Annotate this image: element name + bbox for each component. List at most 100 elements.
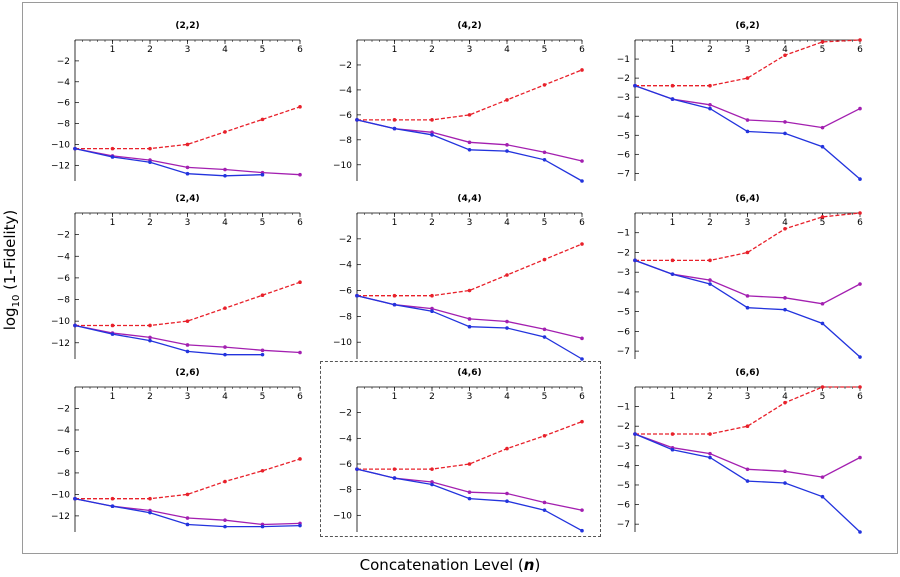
data-point-blue [260, 172, 265, 177]
x-tick-label: 2 [429, 392, 435, 402]
data-point-blue [820, 144, 825, 149]
data-point-blue [392, 126, 397, 131]
x-tick-label: 3 [185, 45, 191, 55]
series-line-blue [634, 433, 861, 533]
x-tick-label: 6 [297, 45, 303, 55]
data-point-blue [745, 479, 750, 483]
data-point-blue [670, 272, 675, 276]
data-point-blue [185, 522, 190, 527]
data-point-purple [580, 159, 584, 163]
data-point-red [260, 293, 265, 297]
x-tick-label: 1 [110, 392, 116, 402]
data-point-purple [858, 455, 862, 460]
data-point-purple [467, 317, 472, 321]
y-tick-label: −2 [57, 404, 70, 414]
y-tick-label: −6 [617, 150, 631, 160]
y-tick-label: −7 [617, 520, 630, 530]
x-tick-label: 4 [504, 392, 510, 402]
y-tick-label: −8 [339, 486, 353, 496]
panel-title: (2,2) [175, 21, 199, 31]
series-line-purple [356, 119, 583, 162]
panel-2-6: (2,6) 1 2 3 4 5 6 −2 −4 −6 −8 −10 −12 [51, 368, 303, 532]
data-point-blue [355, 118, 359, 122]
data-point-red [185, 319, 190, 323]
data-point-blue [392, 302, 397, 307]
data-point-blue [73, 323, 77, 328]
data-point-red [298, 105, 302, 109]
x-tick-label: 5 [542, 45, 548, 55]
data-point-purple [708, 451, 712, 456]
data-point-red [708, 258, 712, 263]
x-tick-label: 1 [392, 45, 398, 55]
data-point-blue [355, 293, 359, 298]
y-tick-label: −4 [57, 252, 71, 262]
y-tick-label: −4 [339, 261, 353, 271]
y-tick-label: −2 [617, 74, 630, 84]
series-line-blue [74, 147, 263, 177]
data-point-blue [110, 332, 115, 336]
data-point-purple [223, 167, 227, 172]
data-point-purple [260, 348, 265, 353]
y-tick-label: −4 [617, 112, 631, 122]
y-tick-label: −1 [617, 55, 630, 65]
x-tick-label: 1 [670, 45, 676, 55]
x-tick-label: 5 [820, 45, 826, 55]
y-tick-label: −2 [339, 61, 352, 71]
data-point-red [430, 118, 434, 122]
data-point-red [670, 83, 675, 88]
x-tick-label: 3 [467, 392, 473, 402]
data-point-red [185, 492, 190, 497]
x-tick-label: 6 [297, 392, 303, 402]
y-tick-label: −6 [57, 447, 71, 457]
data-point-blue [542, 508, 547, 512]
data-point-red [223, 306, 227, 310]
data-point-blue [467, 148, 472, 152]
panel-title: (4,2) [457, 21, 481, 31]
y-tick-label: −4 [339, 86, 353, 96]
data-point-blue [783, 131, 787, 136]
data-point-blue [633, 258, 637, 263]
data-point-red [223, 479, 227, 484]
y-tick-label: −8 [57, 469, 71, 479]
y-tick-label: −2 [57, 57, 70, 67]
data-point-blue [542, 157, 547, 162]
x-tick-label: 6 [857, 218, 863, 228]
y-tick-label: −10 [333, 511, 352, 521]
data-point-purple [820, 475, 825, 479]
y-tick-label: −2 [339, 409, 352, 419]
data-point-blue [467, 496, 472, 501]
data-point-red [260, 117, 265, 122]
panel-title: (4,6) [457, 368, 481, 378]
data-point-blue [708, 282, 712, 286]
data-point-blue [505, 326, 509, 330]
y-tick-label: −5 [617, 308, 630, 318]
data-point-blue [633, 432, 637, 436]
data-point-red [745, 250, 750, 255]
data-point-purple [858, 282, 862, 286]
data-point-blue [148, 510, 152, 515]
panel-title: (4,4) [457, 194, 481, 204]
series-line-purple [74, 147, 301, 176]
x-tick-label: 5 [542, 218, 548, 228]
y-tick-label: −3 [617, 93, 630, 103]
y-tick-label: −4 [617, 288, 631, 298]
data-point-blue [820, 494, 825, 499]
data-point-red [505, 273, 509, 277]
highlight-box [320, 361, 601, 537]
series-line-red [357, 243, 583, 297]
data-point-purple [430, 130, 434, 135]
figure-frame [22, 2, 898, 554]
data-point-red [467, 462, 472, 466]
data-point-blue [185, 171, 190, 176]
data-point-purple [580, 336, 584, 341]
panel-title: (6,2) [735, 21, 759, 31]
data-point-purple [185, 516, 190, 520]
y-tick-label: −1 [617, 229, 630, 239]
y-tick-label: −10 [51, 490, 70, 500]
x-tick-label: 4 [222, 218, 228, 228]
data-point-blue [505, 499, 509, 504]
data-point-red [298, 457, 302, 461]
data-point-blue [223, 352, 227, 357]
x-tick-label: 1 [110, 45, 116, 55]
y-tick-label: −8 [339, 136, 353, 146]
